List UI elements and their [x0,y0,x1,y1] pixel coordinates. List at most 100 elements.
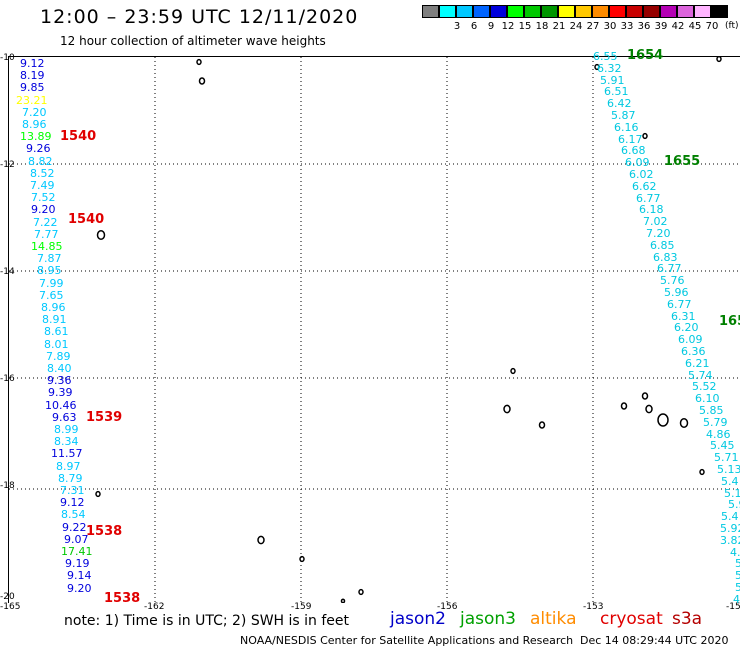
legend-swatch [677,5,694,18]
wave-height-value: 5.4 [721,510,739,524]
longitude-tick-label: -159 [291,602,312,612]
wave-height-value: 13.89 [20,130,52,144]
satellite-name: s3a [672,609,703,629]
legend-label: 39 [654,21,668,32]
island-outline [510,367,516,375]
legend-swatch [456,5,473,18]
grid-and-islands [9,57,740,603]
latitude-tick-label: -10 [0,53,15,63]
wave-height-value: 7.89 [46,349,71,363]
wave-height-value: 5.85 [699,404,724,417]
wave-height-value: 8.95 [37,264,62,278]
wave-height-value: 7.49 [30,179,55,192]
latitude-tick-label: -12 [0,160,15,170]
wave-height-value: 14.85 [31,240,63,253]
credit-line: NOAA/NESDIS Center for Satellite Applica… [240,634,574,647]
pass-time-label: 1540 [60,129,97,144]
wave-height-value: 6.85 [650,238,675,252]
legend-swatch [694,5,711,18]
wave-height-value: 6.55 [593,50,618,63]
legend-unit: (ft) [725,21,739,31]
wave-height-value: 8.40 [47,362,72,375]
legend-label: 30 [603,21,617,32]
wave-height-value: 6.09 [625,156,650,170]
pass-time-label: 1538 [104,591,141,606]
legend-swatch [660,5,677,18]
legend-swatch [473,5,490,18]
wave-height-value: 6.20 [674,321,699,335]
wave-height-value: 8.82 [28,154,53,168]
legend-label: 27 [586,21,600,32]
wave-height-value: 6.68 [621,144,646,158]
satellite-name: altika [530,609,577,629]
island-outline [679,418,689,428]
legend-swatch [575,5,592,18]
wave-height-value: 8.91 [42,313,67,327]
wave-height-value: 8.34 [54,435,79,449]
wave-height-value: 8.99 [54,423,79,436]
latitude-tick-label: -16 [0,374,15,384]
legend-label: 36 [637,21,651,32]
wave-height-value: 5.96 [664,286,689,299]
wave-height-value: 9.07 [64,532,89,546]
legend-label: 42 [671,21,685,32]
wave-height-value: 6.77 [667,297,692,311]
legend-label: 12 [501,21,515,32]
wave-height-value: 6.10 [695,392,720,406]
wave-height-value: 7.52 [31,191,56,205]
legend-swatch [541,5,558,18]
wave-height-value: 6.02 [629,168,654,181]
island-outline [257,535,265,545]
wave-height-value: 9.63 [52,410,77,424]
island-outline [699,468,705,476]
wave-height-value: 8.61 [44,325,69,339]
latitude-tick-label: -18 [0,481,15,491]
legend-swatch [439,5,456,18]
wave-height-value: 8.01 [44,337,69,351]
legend-label: 6 [470,21,478,32]
island-outline [642,132,648,140]
wave-height-value: 23.21 [16,93,48,107]
satellite-name: jason3 [460,609,516,629]
island-outline [641,392,649,400]
island-outline [358,588,364,596]
longitude-tick-label: -150 [726,602,740,612]
wave-height-value: 9.12 [60,496,85,510]
wave-height-value: 5.45 [710,439,735,453]
legend-swatch [507,5,524,18]
wave-height-value: 7.77 [34,227,59,241]
island-outline [340,598,346,603]
wave-height-value: 6.77 [657,262,682,276]
wave-height-value: 5.92 [720,522,740,535]
wave-height-value: 6.31 [671,309,696,323]
legend-label: 18 [535,21,549,32]
wave-height-value: 7.20 [646,227,671,240]
satellite-name: cryosat [600,609,663,629]
legend-label: 70 [705,21,719,32]
longitude-tick-label: -153 [583,602,604,612]
wave-height-value: 9.26 [26,142,51,156]
pass-time-label: 1538 [86,524,123,539]
wave-height-value: 7.22 [33,215,58,229]
wave-height-value: 6.51 [604,85,629,99]
legend-label: 21 [552,21,566,32]
wave-height-value: 6.83 [653,250,678,264]
legend-swatch [558,5,575,18]
map-plot[interactable] [8,56,740,603]
island-outline [198,77,206,85]
wave-height-value: 7.87 [37,252,62,266]
wave-height-value: 9.14 [67,569,92,583]
legend-swatch [524,5,541,18]
generated-timestamp: Dec 14 08:29:44 UTC 2020 [580,634,729,647]
legend-label: 24 [569,21,583,32]
island-outline [657,413,669,427]
wave-height-value: 8.97 [56,459,81,473]
wave-height-value: 17.41 [61,545,93,558]
island-outline [538,421,546,429]
wave-height-value: 7.65 [39,288,64,302]
longitude-tick-label: -156 [437,602,458,612]
island-outline [594,63,600,71]
wave-height-value: 5.1 [724,486,740,500]
wave-height-value: 6.09 [678,333,703,347]
wave-height-value: 9.36 [47,374,72,388]
